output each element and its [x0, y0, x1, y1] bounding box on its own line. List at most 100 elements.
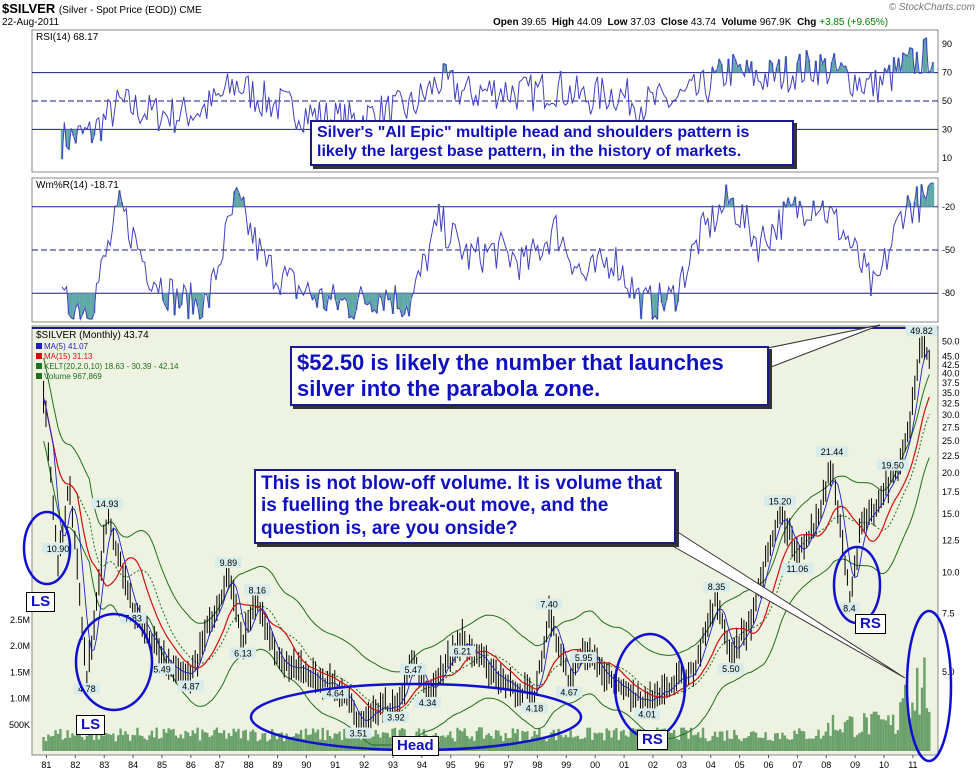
volume-bar — [326, 730, 329, 751]
volume-bar — [894, 733, 897, 751]
volume-bar — [193, 733, 197, 751]
volume-bar — [362, 734, 365, 751]
volume-bar — [757, 737, 760, 751]
volume-bar — [271, 729, 274, 751]
label-head: Head — [392, 736, 439, 756]
rsi-tick-label: 90 — [942, 39, 952, 49]
year-tick-label: 05 — [735, 760, 745, 770]
volume-bar — [908, 719, 912, 751]
volume-bar — [745, 737, 748, 751]
volume-bar — [545, 741, 548, 751]
keltner-lower-line — [43, 440, 930, 746]
volume-bar — [518, 741, 522, 751]
legend-swatch — [36, 373, 42, 379]
volume-bar — [463, 728, 466, 751]
volume-bar — [562, 737, 565, 751]
volume-bar — [230, 736, 233, 751]
data-label: 4.18 — [526, 703, 544, 713]
data-label-bg — [633, 708, 661, 720]
year-tick-label: 82 — [70, 760, 80, 770]
volume-bar — [458, 730, 462, 751]
volume-bar — [884, 720, 888, 751]
volume-bar — [860, 731, 864, 751]
volume-bar — [550, 732, 553, 751]
year-tick-label: 01 — [619, 760, 629, 770]
volume-bar — [54, 730, 57, 751]
volume-bar — [557, 728, 560, 751]
data-label-bg — [838, 602, 860, 614]
volume-bar — [56, 733, 60, 751]
volume-bar — [234, 731, 238, 751]
volume-bar — [709, 740, 712, 751]
volume-bar — [916, 667, 919, 751]
volume-bar — [632, 728, 635, 751]
data-label-bg — [41, 543, 74, 555]
volume-bar — [615, 728, 618, 751]
volume-bar — [145, 740, 149, 751]
volume-bar — [92, 739, 96, 751]
label-rs-1: RS — [637, 730, 668, 750]
volume-bar — [492, 738, 495, 751]
year-tick-label: 88 — [244, 760, 254, 770]
volume-bar — [586, 727, 589, 751]
volume-bar — [547, 738, 551, 751]
volume-bar — [179, 734, 182, 751]
volume-bar — [887, 715, 890, 751]
callout-parabola: $52.50 is likely the number that launche… — [290, 346, 769, 406]
volume-bar — [477, 727, 481, 751]
volume-bar — [540, 739, 543, 751]
year-tick-label: 90 — [301, 760, 311, 770]
volume-bar — [338, 731, 341, 751]
data-label-bg — [816, 446, 849, 458]
volume-bar — [141, 736, 144, 751]
data-label: 6.13 — [234, 649, 252, 659]
volume-bar — [923, 657, 926, 751]
volume-bar — [607, 730, 611, 751]
volume-bar — [328, 736, 332, 751]
data-label: 4.87 — [182, 682, 200, 692]
callout-head-shoulders: Silver's "All Epic" multiple head and sh… — [310, 120, 794, 166]
volume-bar — [148, 735, 151, 751]
volume-bar — [451, 738, 454, 751]
volume-bar — [372, 736, 375, 751]
volume-bar — [629, 730, 633, 751]
volume-bar — [822, 735, 825, 751]
volume-bar — [51, 736, 55, 751]
volume-bar — [810, 738, 813, 751]
volume-bar — [453, 741, 457, 751]
volume-bar — [716, 737, 719, 751]
data-label-bg — [229, 647, 257, 659]
volume-bar — [189, 736, 192, 751]
chart-header: $SILVER (Silver - Spot Price (EOD)) CME … — [0, 0, 979, 30]
volume-bar — [266, 741, 269, 751]
volume-bar — [494, 730, 498, 751]
volume-bar — [783, 735, 787, 751]
volume-bar — [737, 739, 741, 751]
volume-bar — [138, 735, 142, 751]
volume-bar — [812, 738, 815, 751]
volume-bar — [47, 734, 50, 751]
volume-bar — [925, 708, 929, 751]
volume-bar — [76, 731, 79, 751]
volume-bar — [588, 727, 592, 751]
volume-bar — [473, 740, 476, 751]
data-label: 6.21 — [454, 647, 472, 657]
volume-bar — [278, 733, 281, 751]
volume-bar — [899, 702, 902, 751]
volume-bar — [239, 738, 243, 751]
volume-bar — [376, 734, 380, 751]
volume-bar — [776, 733, 779, 751]
year-tick-label: 08 — [821, 760, 831, 770]
volume-bar — [514, 733, 517, 751]
volume-bar — [314, 732, 317, 751]
volume-bar — [704, 738, 707, 751]
volume-bar — [333, 733, 336, 751]
volume-bar — [114, 741, 117, 751]
year-tick-label: 97 — [504, 760, 514, 770]
volume-bar — [90, 730, 93, 751]
volume-bar — [802, 731, 806, 751]
volume-bar — [684, 729, 688, 751]
price-panel-title: $SILVER (Monthly) 43.74 — [36, 330, 149, 341]
volume-bar — [121, 735, 125, 751]
volume-bar — [348, 730, 351, 751]
